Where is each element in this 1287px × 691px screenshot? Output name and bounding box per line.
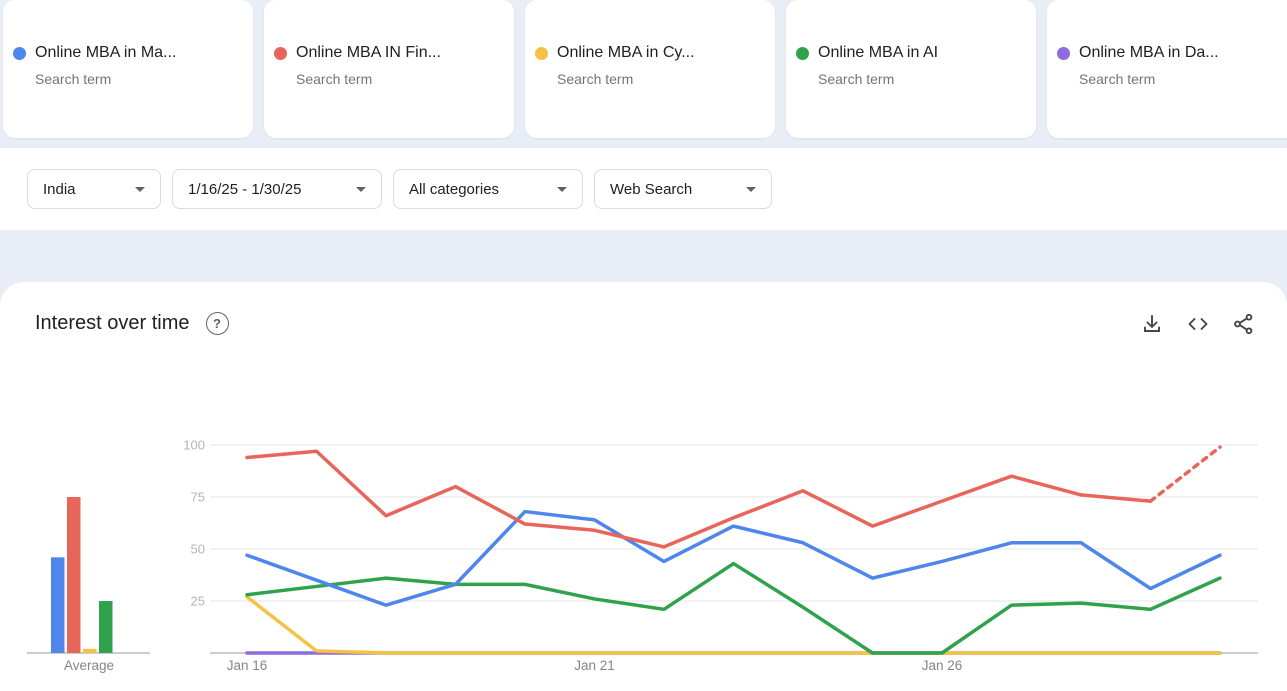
average-bar[interactable] bbox=[67, 497, 81, 653]
series-color-dot bbox=[535, 46, 548, 60]
filter-bar: India 1/16/25 - 1/30/25 All categories W… bbox=[0, 148, 1287, 230]
series-line[interactable] bbox=[245, 509, 1222, 607]
x-axis-tick-label: Jan 16 bbox=[227, 658, 268, 673]
term-title: Online MBA in AI bbox=[818, 44, 939, 61]
time-range-dropdown[interactable]: 1/16/25 - 1/30/25 bbox=[172, 169, 382, 209]
interest-over-time-chart: 25 50 75 100 Average Jan 16 Jan 21 Jan 26 bbox=[27, 438, 1258, 673]
term-type-label: Search term bbox=[296, 71, 373, 87]
time-range-value: 1/16/25 - 1/30/25 bbox=[188, 180, 302, 198]
term-type-label: Search term bbox=[557, 71, 634, 87]
series-line-forecast-dashed[interactable] bbox=[1148, 445, 1222, 503]
search-type-dropdown[interactable]: Web Search bbox=[594, 169, 772, 209]
category-filter-value: All categories bbox=[409, 180, 500, 198]
download-icon bbox=[1144, 314, 1160, 332]
term-card-4[interactable]: Online MBA in AI Search term bbox=[786, 0, 1036, 138]
average-bar[interactable] bbox=[83, 648, 97, 653]
term-title: Online MBA in Cy... bbox=[557, 44, 695, 61]
y-axis-tick-label: 25 bbox=[191, 594, 205, 609]
compared-terms-row: Online MBA in Ma... Search term Online M… bbox=[3, 0, 1287, 138]
geo-filter-value: India bbox=[43, 180, 76, 198]
average-axis-label: Average bbox=[64, 658, 114, 673]
term-card-3[interactable]: Online MBA in Cy... Search term bbox=[525, 0, 775, 138]
download-button[interactable] bbox=[1141, 313, 1163, 335]
section-title: Interest over time bbox=[35, 312, 190, 334]
x-axis-tick-label: Jan 26 bbox=[922, 658, 963, 673]
term-card-1[interactable]: Online MBA in Ma... Search term bbox=[3, 0, 253, 138]
series-color-dot bbox=[1057, 46, 1070, 60]
term-type-label: Search term bbox=[818, 71, 895, 87]
series-color-dot bbox=[796, 46, 809, 60]
help-icon[interactable]: ? bbox=[205, 312, 229, 335]
term-title: Online MBA IN Fin... bbox=[296, 44, 441, 61]
share-button[interactable] bbox=[1233, 313, 1255, 335]
series-line[interactable] bbox=[245, 595, 1222, 655]
series-line[interactable] bbox=[245, 449, 1153, 549]
series-color-dot bbox=[13, 46, 26, 60]
series-color-dot bbox=[274, 46, 287, 60]
geo-filter-dropdown[interactable]: India bbox=[27, 169, 161, 209]
y-axis-tick-label: 50 bbox=[191, 542, 205, 557]
chevron-down-icon bbox=[356, 186, 366, 192]
term-type-label: Search term bbox=[1079, 71, 1156, 87]
chevron-down-icon bbox=[135, 186, 145, 192]
term-type-label: Search term bbox=[35, 71, 112, 87]
chevron-down-icon bbox=[746, 186, 756, 192]
embed-icon bbox=[1188, 317, 1208, 330]
series-line[interactable] bbox=[245, 561, 1222, 655]
chevron-down-icon bbox=[557, 186, 567, 192]
term-title: Online MBA in Ma... bbox=[35, 44, 177, 61]
category-filter-dropdown[interactable]: All categories bbox=[393, 169, 583, 209]
embed-button[interactable] bbox=[1186, 313, 1210, 335]
average-bar[interactable] bbox=[99, 601, 113, 653]
term-card-5[interactable]: Online MBA in Da... Search term bbox=[1047, 0, 1287, 138]
interest-over-time-card: Interest over time ? 2 bbox=[0, 282, 1287, 691]
search-type-value: Web Search bbox=[610, 180, 693, 198]
y-axis-tick-label: 75 bbox=[191, 490, 205, 505]
average-bar[interactable] bbox=[51, 557, 65, 653]
x-axis-tick-label: Jan 21 bbox=[574, 658, 615, 673]
term-card-2[interactable]: Online MBA IN Fin... Search term bbox=[264, 0, 514, 138]
term-title: Online MBA in Da... bbox=[1079, 44, 1219, 61]
share-icon bbox=[1234, 313, 1253, 334]
y-axis-tick-label: 100 bbox=[183, 438, 205, 453]
